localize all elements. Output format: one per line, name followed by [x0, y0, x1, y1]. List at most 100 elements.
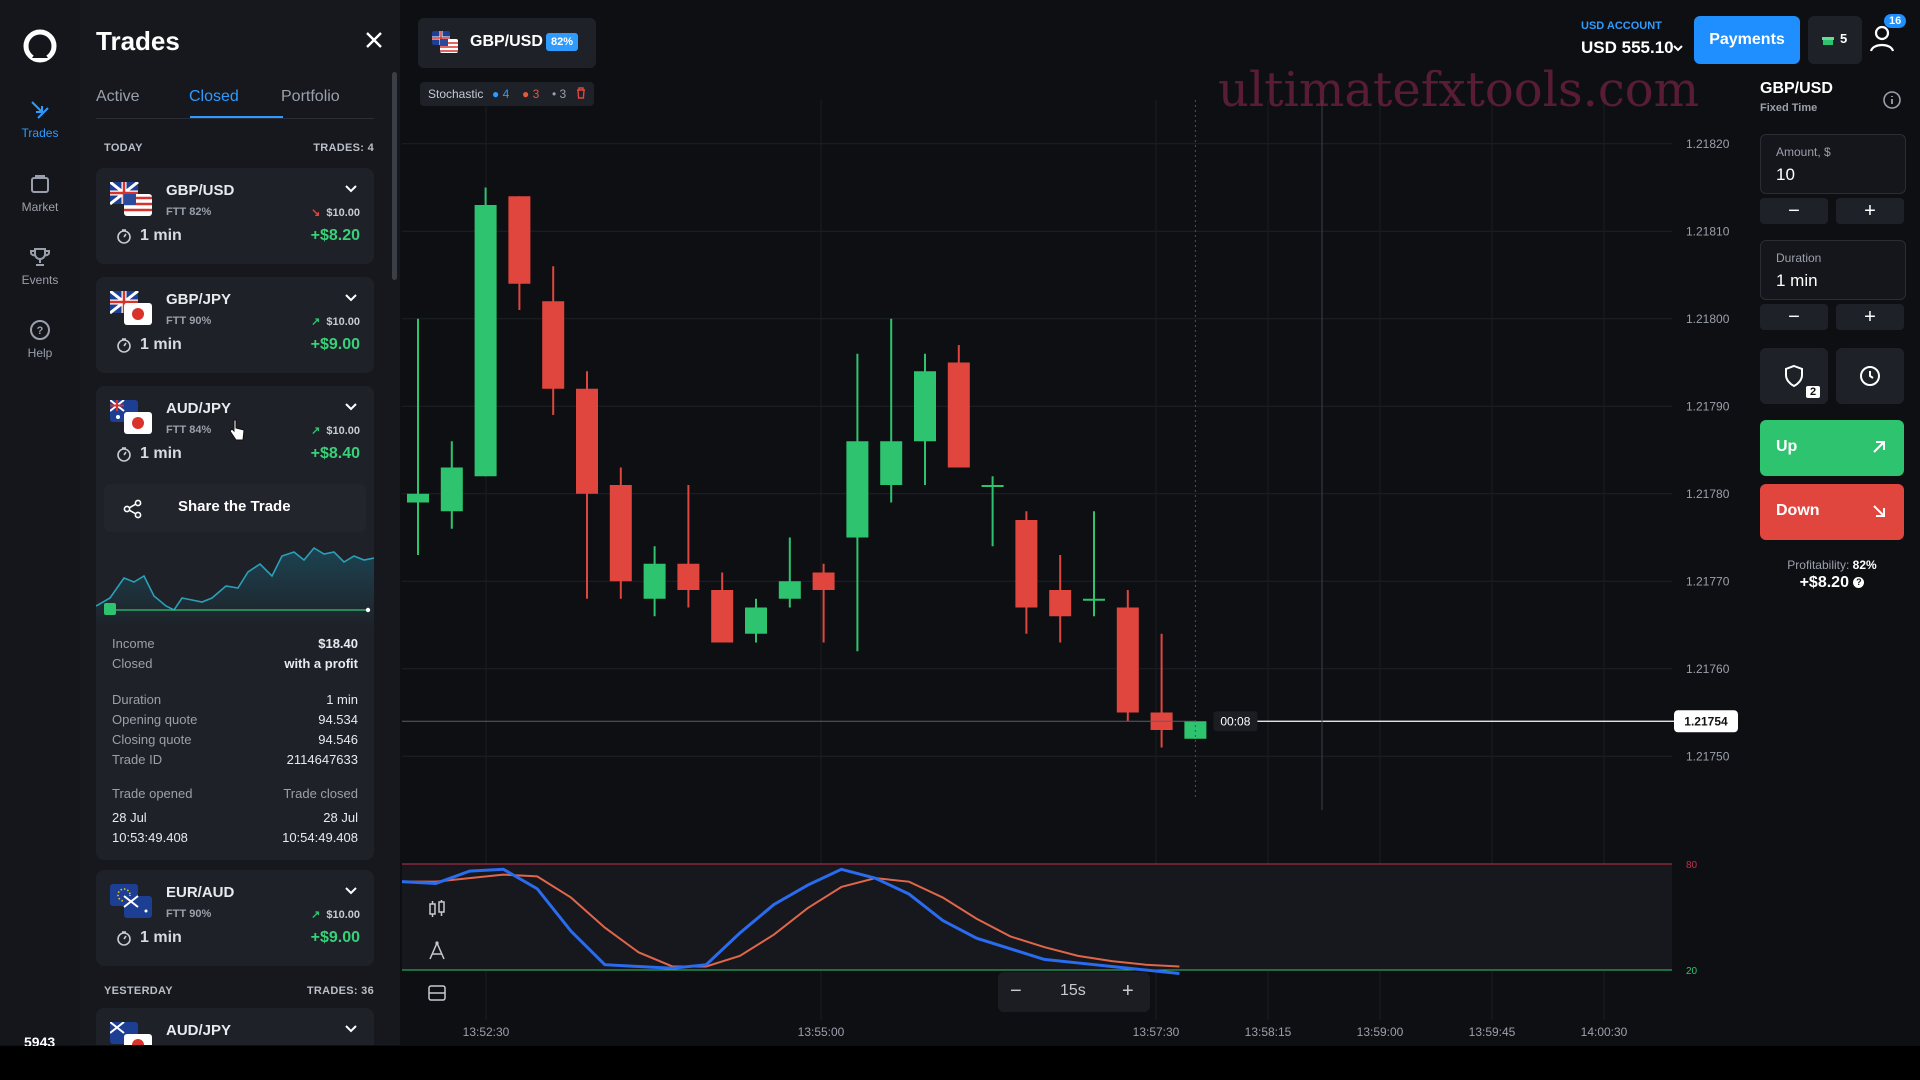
- chevron-down-icon[interactable]: [344, 182, 358, 196]
- detail-trade-id: Trade ID 2114647633: [112, 752, 358, 767]
- candle-body: [576, 388, 598, 494]
- gbp-jpy-flag-icon: [110, 291, 152, 325]
- layout-icon[interactable]: [426, 982, 448, 1004]
- aud-jpy-flag-icon: [110, 1022, 152, 1045]
- timeframe-value[interactable]: 15s: [1060, 982, 1086, 999]
- time-tick-label: 13:59:45: [1469, 1025, 1516, 1039]
- chevron-down-icon[interactable]: [344, 1022, 358, 1036]
- payments-button[interactable]: Payments: [1694, 16, 1800, 64]
- indicator-param-value: 3: [559, 87, 567, 101]
- amount-decrease-button[interactable]: −: [1760, 198, 1828, 224]
- trade-card[interactable]: GBP/USD FTT 82% ↘ $10.00 1 min +$8.20: [96, 168, 374, 264]
- trade-stake-wrap: ↘ $10.00: [311, 206, 360, 219]
- zoom-out-button[interactable]: −: [1010, 980, 1022, 1002]
- detail-value: 94.546: [318, 732, 358, 747]
- up-button[interactable]: Up: [1760, 420, 1904, 476]
- panel-scrollbar[interactable]: [392, 72, 397, 280]
- trades-tabs: Active Closed Portfolio: [96, 88, 374, 119]
- nav-item-events[interactable]: Events: [0, 245, 80, 287]
- down-button[interactable]: Down: [1760, 484, 1904, 540]
- chevron-down-icon[interactable]: [344, 400, 358, 414]
- chevron-down-icon[interactable]: [1672, 42, 1684, 54]
- candle-body: [981, 485, 1004, 487]
- trade-stake-wrap: ↗ $10.00: [311, 315, 360, 328]
- candle-body: [1083, 598, 1105, 601]
- trade-pair: GBP/JPY: [166, 291, 232, 308]
- trade-card[interactable]: AUD/JPY: [96, 1008, 374, 1045]
- detail-closing: Closing quote 94.546: [112, 732, 358, 747]
- account-balance[interactable]: USD 555.10: [1581, 38, 1674, 57]
- trade-panel-type: Fixed Time: [1760, 102, 1818, 114]
- indicator-chip[interactable]: Stochastic ● 4 ● 3 • 3: [420, 82, 594, 106]
- panel-title: Trades: [96, 26, 180, 56]
- indicator-param-value: 4: [502, 87, 510, 101]
- trade-card[interactable]: GBP/JPY FTT 90% ↗ $10.00 1 min +$9.00: [96, 277, 374, 373]
- pending-trade-button[interactable]: [1836, 348, 1904, 404]
- drawing-tools-icon[interactable]: [426, 940, 448, 962]
- trade-card-expanded[interactable]: AUD/JPY FTT 84% ↗ $10.00 1 min +$8.40: [96, 386, 374, 482]
- duration-increase-button[interactable]: +: [1836, 304, 1904, 330]
- nav-item-trades[interactable]: Trades: [0, 98, 80, 140]
- notification-badge: 16: [1884, 14, 1907, 28]
- duration-decrease-button[interactable]: −: [1760, 304, 1828, 330]
- user-icon[interactable]: [1866, 22, 1898, 54]
- trade-ftt: FTT 90%: [166, 315, 212, 327]
- share-trade-button[interactable]: Share the Trade: [104, 484, 366, 532]
- price-chart[interactable]: 1.21820 1.21810 1.21800 1.21790 1.21780 1.217…: [400, 0, 1750, 1045]
- gbp-usd-flag-icon: [432, 31, 458, 53]
- tab-portfolio[interactable]: Portfolio: [281, 88, 340, 105]
- amount-field[interactable]: Amount, $ 10: [1760, 134, 1906, 194]
- today-count: TRADES: 4: [313, 142, 374, 154]
- amount-increase-button[interactable]: +: [1836, 198, 1904, 224]
- detail-value: 1 min: [326, 692, 358, 707]
- indicator-param: ● 4: [492, 87, 510, 101]
- trade-card[interactable]: EUR/AUD FTT 90% ↗ $10.00 1 min +$9.00: [96, 870, 374, 966]
- help-icon[interactable]: ?: [1853, 577, 1865, 589]
- risk-protection-button[interactable]: 2: [1760, 348, 1828, 404]
- tab-underline: [190, 116, 283, 118]
- detail-label: Closed: [112, 656, 153, 671]
- trade-panel-pair: GBP/USD: [1760, 80, 1833, 97]
- arrow-up-icon: ↗: [311, 425, 321, 437]
- nav-label-events: Events: [21, 273, 59, 287]
- trade-ftt: FTT 84%: [166, 424, 212, 436]
- candle-body: [846, 441, 869, 538]
- nav-item-market[interactable]: Market: [0, 172, 80, 214]
- trade-ftt: FTT 82%: [166, 206, 212, 218]
- detail-value: 2114647633: [286, 752, 358, 767]
- amount-label: Amount, $: [1776, 145, 1831, 159]
- trade-profit: +$9.00: [310, 336, 360, 353]
- app-logo[interactable]: [22, 28, 58, 64]
- zoom-in-button[interactable]: +: [1122, 980, 1134, 1002]
- trade-stake: $10.00: [326, 425, 360, 437]
- detail-label: Trade ID: [112, 752, 163, 767]
- trade-details: Income $18.40 Closed with a profit Duratio…: [96, 628, 374, 860]
- tab-active[interactable]: Active: [96, 88, 140, 105]
- duration-field[interactable]: Duration 1 min: [1760, 240, 1906, 300]
- trash-icon[interactable]: [574, 86, 588, 100]
- payout-badge: 82%: [546, 33, 579, 51]
- close-icon[interactable]: [362, 28, 386, 52]
- trade-duration: 1 min: [140, 929, 182, 946]
- chevron-down-icon[interactable]: [344, 291, 358, 305]
- asset-selector[interactable]: GBP/USD 82%: [418, 18, 596, 68]
- current-price-tag: [1674, 710, 1738, 733]
- tab-closed[interactable]: Closed: [189, 88, 239, 105]
- candle-body: [1015, 520, 1038, 608]
- asset-name: GBP/USD: [470, 33, 543, 50]
- info-icon[interactable]: [1882, 90, 1902, 110]
- time-tick-label: 13:57:30: [1133, 1025, 1180, 1039]
- chevron-down-icon[interactable]: [344, 884, 358, 898]
- trade-pair: GBP/USD: [166, 182, 235, 199]
- time-tick-label: 13:59:00: [1357, 1025, 1404, 1039]
- rewards-button[interactable]: 5: [1808, 16, 1862, 64]
- watermark: ultimatefxtools.com: [1218, 62, 1700, 118]
- stochastic-k-line: [401, 867, 1180, 976]
- up-label: Up: [1776, 438, 1798, 455]
- nav-label-market: Market: [21, 200, 59, 214]
- candle-body: [508, 196, 531, 284]
- nav-item-help[interactable]: ? Help: [0, 318, 80, 360]
- chart-type-icon[interactable]: [426, 898, 448, 920]
- detail-label: Trade opened: [112, 786, 193, 801]
- trade-stake-wrap: ↗ $10.00: [311, 424, 360, 437]
